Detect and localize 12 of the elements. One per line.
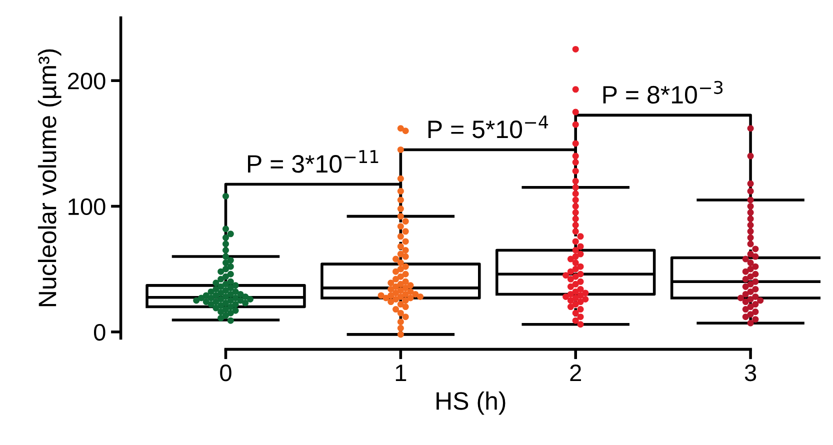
x-tick-label: 2 [570,364,581,382]
annotation: P = 3*10$^{−11}$ [248,150,378,173]
annotation: P = 8*10$^{−3}$ [603,80,723,104]
x-tick-label: 1 [396,364,406,382]
y-tick-label: 0 [94,324,106,341]
annotation: P = 5*10$^{−4}$ [428,116,548,138]
y-axis-title: Nucleolar volume (µm³) [38,49,62,306]
x-tick-label: 0 [220,364,232,382]
x-tick-label: 3 [744,364,756,382]
y-tick-label: 200 [68,72,106,90]
y-tick-label: 100 [68,198,106,216]
x-axis-title: HS (h) [436,391,506,415]
